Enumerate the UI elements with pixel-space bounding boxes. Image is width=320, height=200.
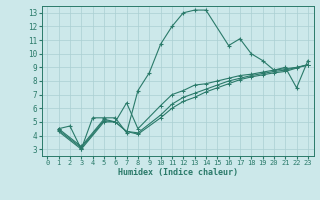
X-axis label: Humidex (Indice chaleur): Humidex (Indice chaleur) bbox=[118, 168, 237, 177]
